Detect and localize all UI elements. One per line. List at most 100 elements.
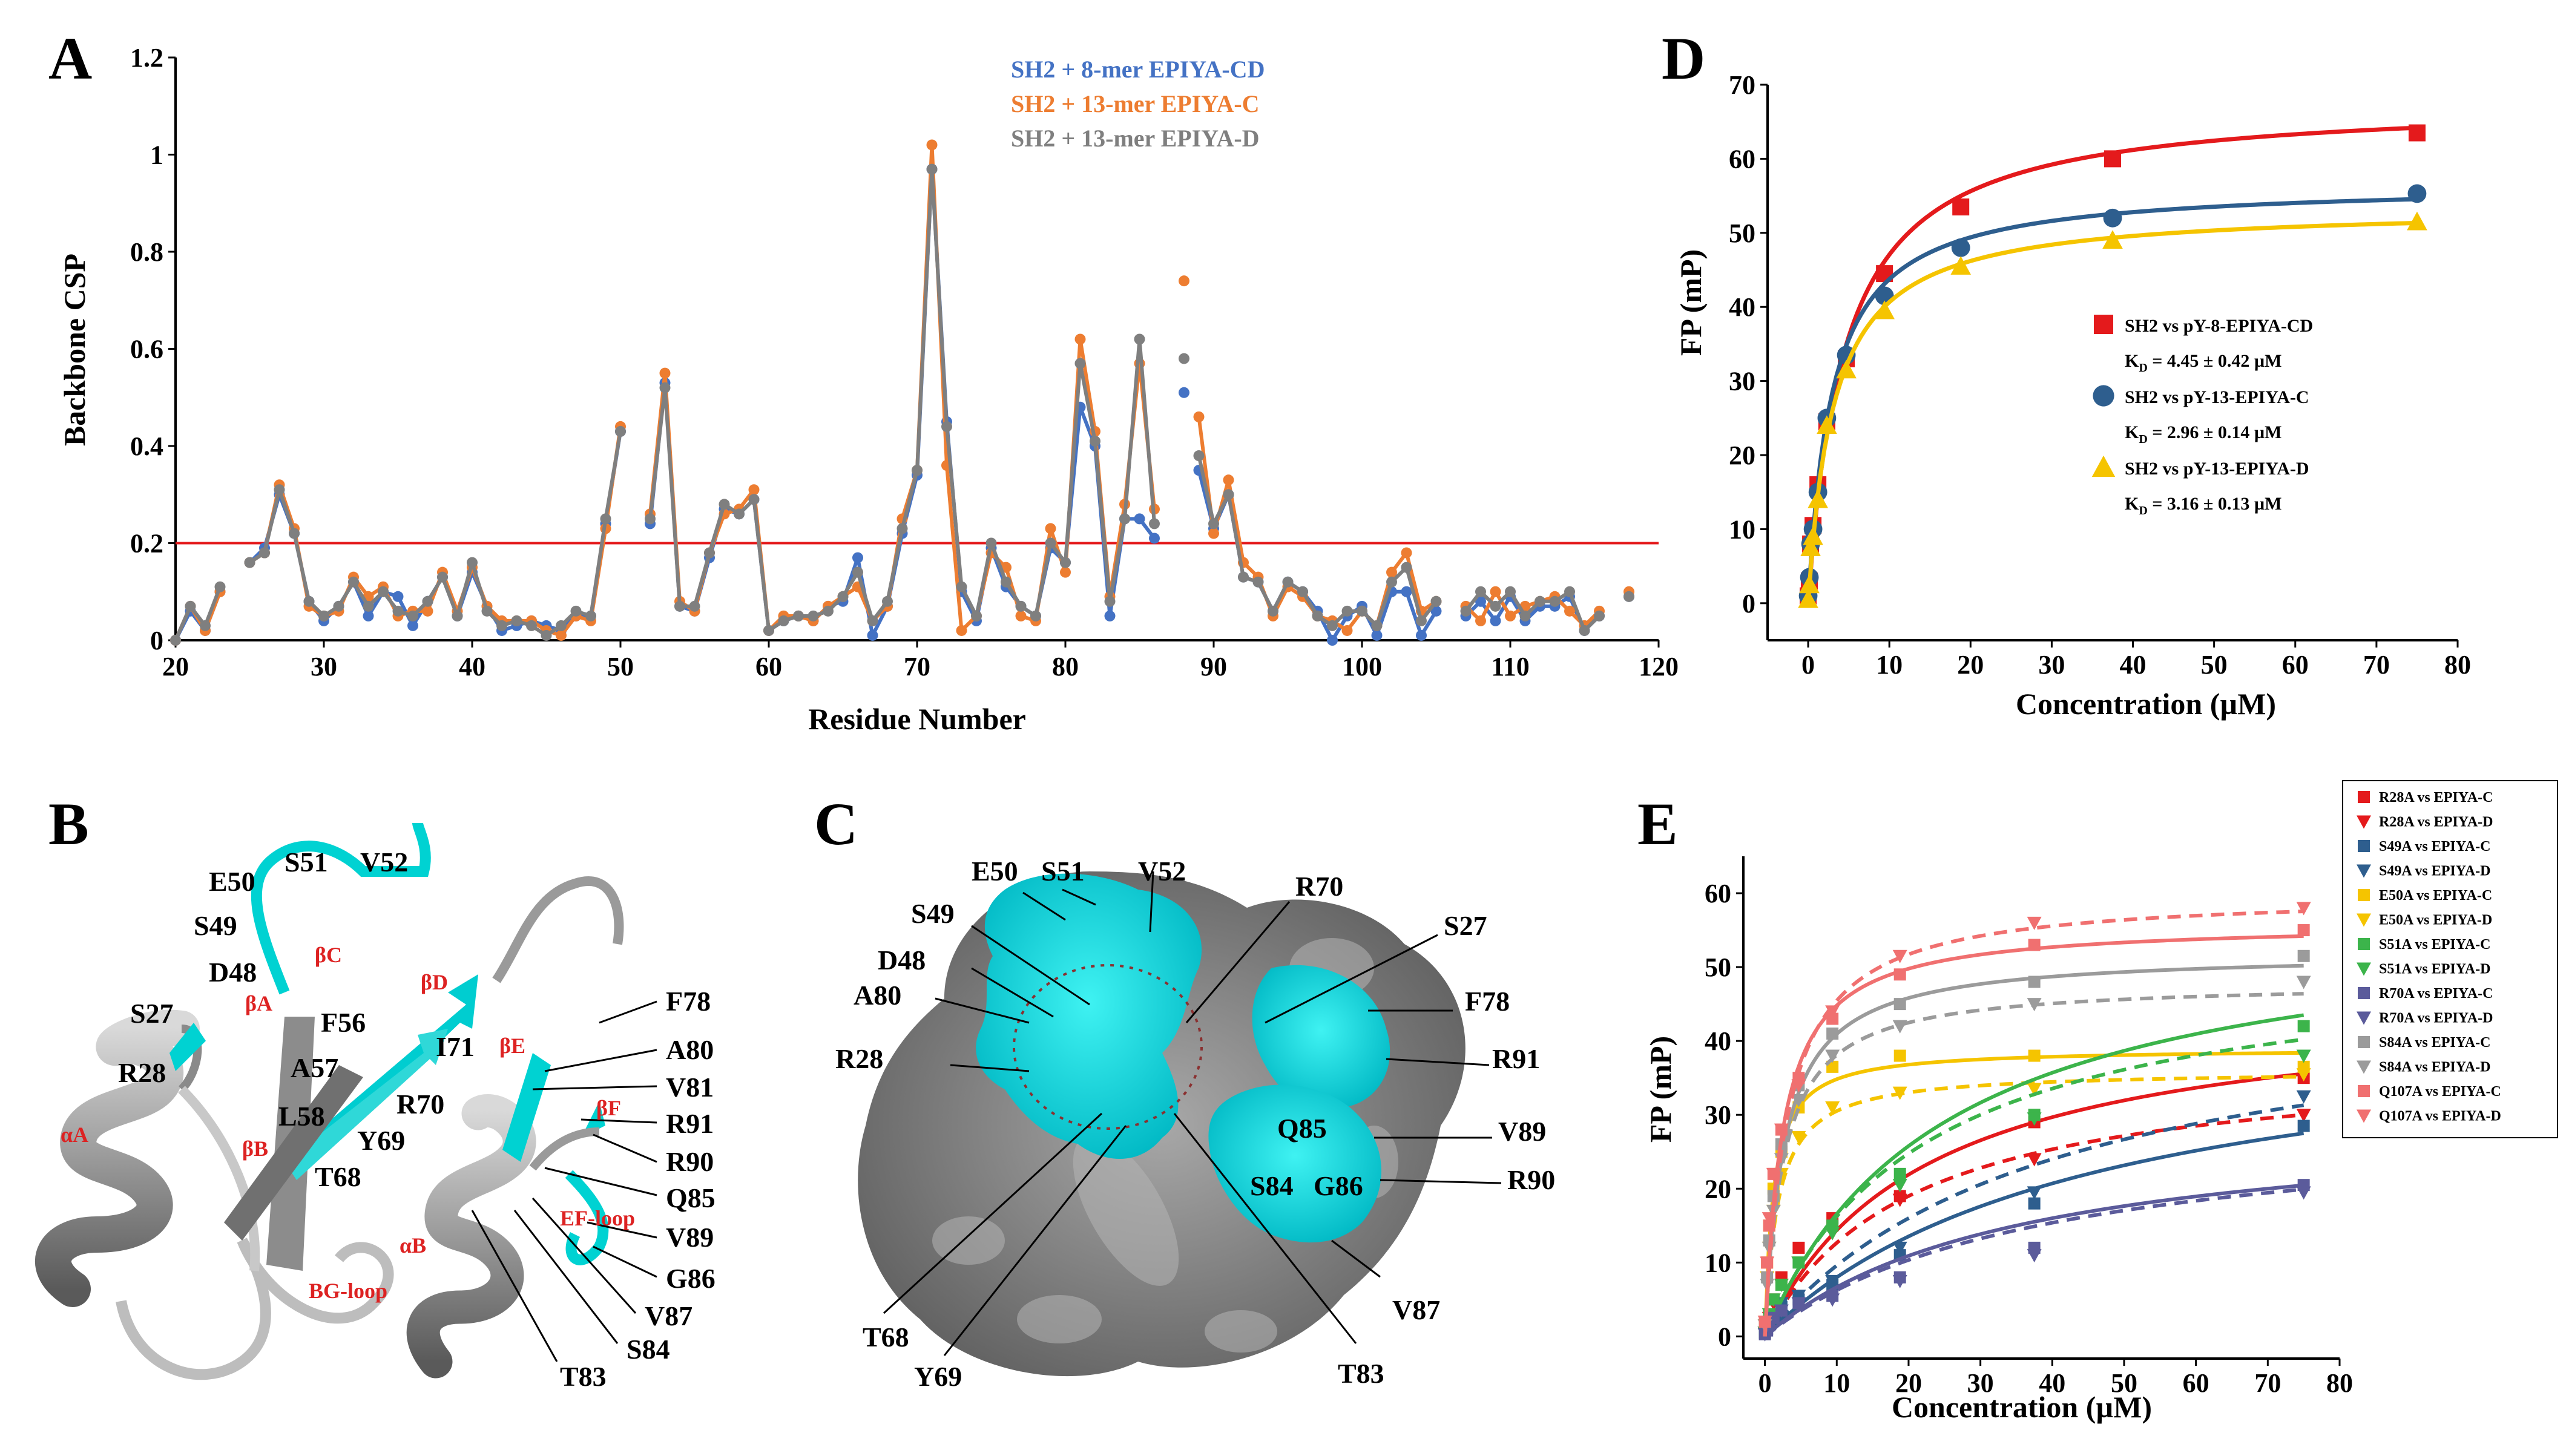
panel-e-legend-marker (2358, 1036, 2370, 1048)
panel-d-ytick-label: 70 (1729, 70, 1755, 100)
panel-a-data-point (852, 552, 863, 563)
panel-a-data-point (1490, 600, 1501, 612)
panel-e-data-point (2027, 1249, 2042, 1263)
panel-a-data-point (1134, 513, 1145, 525)
ss-bg-loop: BG-loop (309, 1279, 387, 1303)
res-b-e50: E50 (209, 866, 255, 897)
panel-a-data-point (1060, 566, 1071, 578)
panel-e-series-7 (1758, 1013, 2310, 1339)
panel-a-data-point (1341, 625, 1353, 636)
panel-e-xtick-label: 0 (1758, 1368, 1772, 1398)
panel-a-data-point (1030, 610, 1041, 621)
panel-e-data-point (1791, 1094, 1806, 1107)
panel-d-data-point (1800, 537, 1821, 556)
ss-ef-loop: EF-loop (560, 1206, 635, 1230)
ss-alpha-a: αA (61, 1123, 88, 1147)
res-b-v89: V89 (666, 1222, 714, 1253)
panel-a-data-point (1001, 576, 1012, 588)
res-b-f56: F56 (321, 1007, 366, 1038)
panel-a-xtick-label: 70 (904, 652, 930, 681)
res-c-r28: R28 (835, 1043, 883, 1074)
panel-a-data-point (363, 600, 374, 612)
panel-e-data-point (1774, 1123, 1789, 1137)
panel-a-legend-2: SH2 + 13-mer EPIYA-C (1011, 90, 1260, 117)
res-b-t68: T68 (315, 1161, 361, 1192)
panel-d-ytick-label: 0 (1742, 589, 1755, 618)
panel-a-data-point (1282, 576, 1294, 588)
res-c-d48: D48 (878, 945, 926, 976)
panel-a-data-point (985, 537, 997, 549)
panel-e-data-point (2027, 1186, 2042, 1200)
res-b-d48: D48 (209, 957, 257, 988)
panel-a-data-point (704, 547, 715, 559)
panel-label-b: B (48, 790, 89, 858)
panel-a-data-point (556, 629, 567, 641)
res-b-a57: A57 (291, 1052, 338, 1083)
panel-a-data-point (511, 615, 522, 626)
panel-d-data-point (1952, 198, 1970, 215)
panel-e-fit-curve (1763, 1075, 2304, 1337)
panel-e-legend-marker (2358, 791, 2370, 803)
panel-a-data-point (1223, 489, 1234, 500)
panel-a-data-point (808, 610, 819, 621)
panel-e-data-point (1791, 1290, 1806, 1304)
panel-a-data-point (1045, 523, 1056, 534)
res-b-y69: Y69 (357, 1125, 405, 1156)
panel-a-series-3 (170, 163, 1634, 646)
res-b-l58: L58 (278, 1101, 325, 1132)
panel-a-data-point (214, 581, 226, 592)
panel-a-data-point (1564, 586, 1575, 597)
panel-a-data-point (496, 620, 507, 631)
panel-e-data-point (1893, 1167, 1906, 1180)
panel-e-xtick-label: 10 (1823, 1368, 1850, 1398)
panel-e-xtick-label: 40 (2039, 1368, 2065, 1398)
panel-a-data-point (1430, 605, 1442, 617)
cyan-surface-right (1252, 965, 1390, 1110)
panel-e-xlabel: Concentration (µM) (1892, 1390, 2152, 1424)
panel-a-ytick-label: 1.2 (130, 43, 163, 73)
panel-e-legend-marker (2358, 1085, 2370, 1097)
res-b-r28: R28 (118, 1057, 166, 1088)
panel-a-data-point (1357, 605, 1367, 617)
panel-e-data-point (2296, 976, 2311, 989)
panel-e-fit-curve (1763, 1187, 2304, 1338)
res-c-s51: S51 (1041, 856, 1085, 887)
panel-a-data-point (659, 382, 671, 393)
panel-e-data-point (2027, 916, 2042, 930)
panel-a-data-point (348, 576, 359, 588)
panel-a-data-point (259, 547, 270, 559)
panel-d-xtick-label: 30 (2038, 650, 2065, 680)
panel-d-data-point (2104, 150, 2121, 168)
panel-a-data-point (452, 610, 463, 621)
panel-d-legend-label: SH2 vs pY-8-EPIYA-CD (2125, 316, 2313, 336)
panel-d-ytick-label: 60 (1729, 144, 1755, 174)
panel-a-xtick-label: 60 (755, 652, 782, 681)
panel-e-legend-marker (2357, 962, 2371, 976)
panel-a-data-point (422, 605, 433, 617)
panel-d-data-point (1799, 574, 1820, 594)
panel-a-data-point (1149, 533, 1160, 544)
panel-e-legend-label: R70A vs EPIYA-C (2379, 986, 2493, 1002)
panel-e-data-point (1766, 1311, 1781, 1325)
panel-e-xtick-label: 80 (2326, 1368, 2353, 1398)
panel-d-ylabel: FP (mP) (1674, 249, 1708, 356)
panel-a-data-point (719, 499, 730, 510)
panel-a-xtick-label: 40 (459, 652, 485, 681)
res-c-s49: S49 (911, 898, 955, 929)
panel-a-data-point (1475, 615, 1486, 626)
panel-a-data-point (615, 425, 626, 437)
panel-e-ytick-label: 20 (1705, 1174, 1731, 1204)
panel-e-data-point (1825, 1227, 1840, 1241)
panel-e-data-point (1791, 1256, 1806, 1270)
panel-a-data-point (1416, 615, 1427, 626)
panel-e-legend-label: S49A vs EPIYA-D (2379, 864, 2491, 879)
panel-a-data-point (1519, 610, 1531, 621)
panel-e-data-point (2296, 902, 2311, 916)
panel-a-xlabel: Residue Number (808, 702, 1026, 736)
panel-d-legend-kd: KD = 2.96 ± 0.14 µM (2125, 422, 2281, 446)
panel-a-data-point (867, 615, 878, 626)
panel-e-data-point (1892, 1274, 1907, 1288)
panel-e-fit-curve (1763, 934, 2304, 1337)
panel-e-legend-label: R70A vs EPIYA-D (2379, 1011, 2493, 1026)
